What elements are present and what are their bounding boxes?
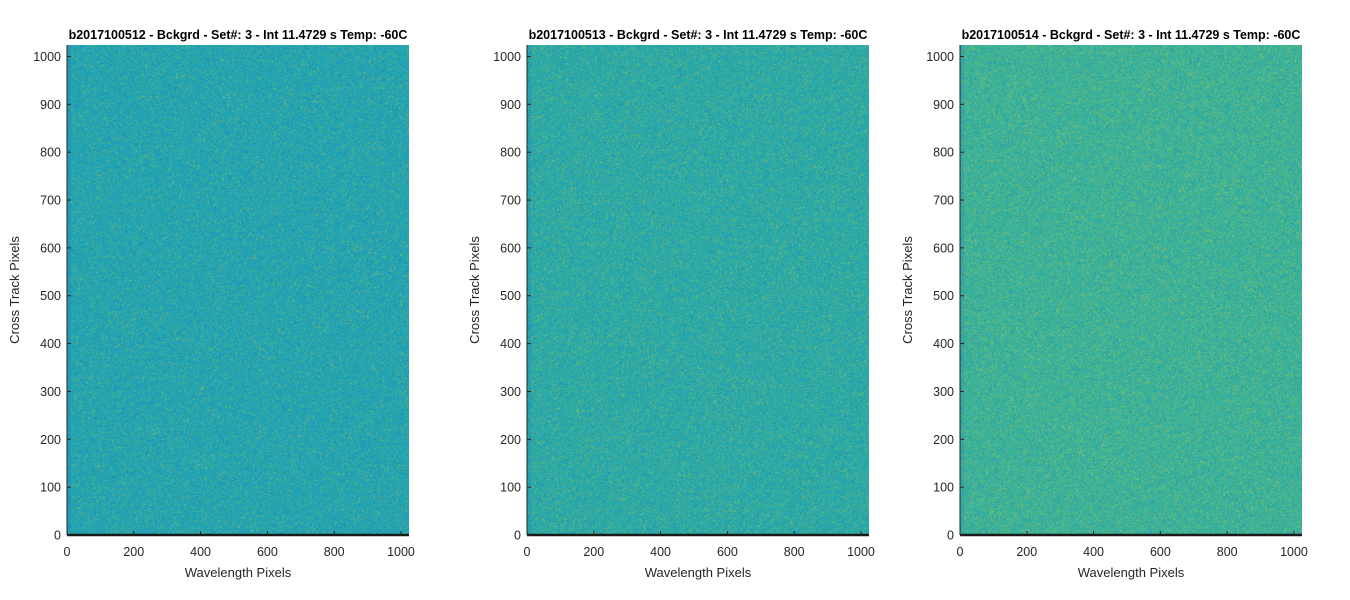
- y-tick-label: 700: [500, 194, 521, 208]
- x-tick-label: 1000: [387, 545, 415, 559]
- y-tick-label: 0: [514, 529, 521, 543]
- y-tick-label: 100: [933, 481, 954, 495]
- x-tick-label: 600: [717, 545, 738, 559]
- y-tick-label: 400: [933, 337, 954, 351]
- x-tick-label: 800: [1217, 545, 1238, 559]
- y-tick-label: 100: [500, 481, 521, 495]
- y-tick-label: 300: [933, 385, 954, 399]
- x-tick-label: 0: [524, 545, 531, 559]
- y-axis-label: Cross Track Pixels: [7, 236, 22, 344]
- heatmap-svg-1: 0 100 200 300 400 500 600 700 800 900 1000 0 200 400 6…: [7, 28, 415, 580]
- heatmap-svg-2: 0 100 200 300 400 500 600 700 800 900 1000 0 200 400 6…: [467, 28, 875, 580]
- y-tick-label: 400: [40, 337, 61, 351]
- y-tick-label: 200: [933, 433, 954, 447]
- y-tick-label: 400: [500, 337, 521, 351]
- y-tick-label: 800: [500, 146, 521, 160]
- y-tick-label: 900: [40, 98, 61, 112]
- y-tick-label: 900: [933, 98, 954, 112]
- x-tick-label: 0: [64, 545, 71, 559]
- y-tick-label: 700: [40, 194, 61, 208]
- y-tick-label: 500: [500, 289, 521, 303]
- x-tick-label: 400: [650, 545, 671, 559]
- x-tick-label: 1000: [847, 545, 875, 559]
- x-axis-label: Wavelength Pixels: [185, 565, 292, 580]
- x-tick-label: 200: [583, 545, 604, 559]
- y-tick-label: 600: [500, 241, 521, 255]
- chart-title: b2017100512 - Bckgrd - Set#: 3 - Int 11.…: [69, 28, 408, 42]
- y-tick-label: 500: [40, 289, 61, 303]
- x-tick-label: 400: [190, 545, 211, 559]
- y-tick-label: 800: [40, 146, 61, 160]
- x-tick-label: 1000: [1280, 545, 1308, 559]
- y-tick-label: 1000: [493, 50, 521, 64]
- chart-title: b2017100514 - Bckgrd - Set#: 3 - Int 11.…: [962, 28, 1301, 42]
- x-tick-label: 0: [957, 545, 964, 559]
- y-tick-label: 500: [933, 289, 954, 303]
- y-tick-label: 100: [40, 481, 61, 495]
- heatmap-svg-3: 0 100 200 300 400 500 600 700 800 900 1000 0 200 400 6…: [900, 28, 1308, 580]
- y-tick-label: 800: [933, 146, 954, 160]
- y-tick-label: 0: [947, 529, 954, 543]
- heatmap-image: [960, 45, 1302, 535]
- y-tick-label: 300: [40, 385, 61, 399]
- x-axis-label: Wavelength Pixels: [645, 565, 752, 580]
- y-tick-label: 700: [933, 194, 954, 208]
- heatmap-panel-3: 0 100 200 300 400 500 600 700 800 900 1000 0 200 400 6…: [893, 0, 1323, 600]
- x-axis-label: Wavelength Pixels: [1078, 565, 1185, 580]
- y-axis-label: Cross Track Pixels: [900, 236, 915, 344]
- x-tick-label: 400: [1083, 545, 1104, 559]
- y-tick-label: 300: [500, 385, 521, 399]
- x-tick-label: 800: [324, 545, 345, 559]
- x-tick-label: 200: [123, 545, 144, 559]
- y-axis-label: Cross Track Pixels: [467, 236, 482, 344]
- heatmap-image: [67, 45, 409, 535]
- y-tick-label: 1000: [926, 50, 954, 64]
- x-tick-label: 600: [1150, 545, 1171, 559]
- y-tick-label: 600: [40, 241, 61, 255]
- heatmap-panel-1: 0 100 200 300 400 500 600 700 800 900 1000 0 200 400 6…: [0, 0, 430, 600]
- y-tick-label: 200: [40, 433, 61, 447]
- x-tick-label: 800: [784, 545, 805, 559]
- x-tick-label: 200: [1016, 545, 1037, 559]
- heatmap-panel-2: 0 100 200 300 400 500 600 700 800 900 1000 0 200 400 6…: [460, 0, 890, 600]
- heatmap-image: [527, 45, 869, 535]
- chart-title: b2017100513 - Bckgrd - Set#: 3 - Int 11.…: [529, 28, 868, 42]
- y-tick-label: 200: [500, 433, 521, 447]
- y-tick-label: 600: [933, 241, 954, 255]
- y-tick-label: 0: [54, 529, 61, 543]
- y-tick-label: 900: [500, 98, 521, 112]
- x-tick-label: 600: [257, 545, 278, 559]
- y-tick-label: 1000: [33, 50, 61, 64]
